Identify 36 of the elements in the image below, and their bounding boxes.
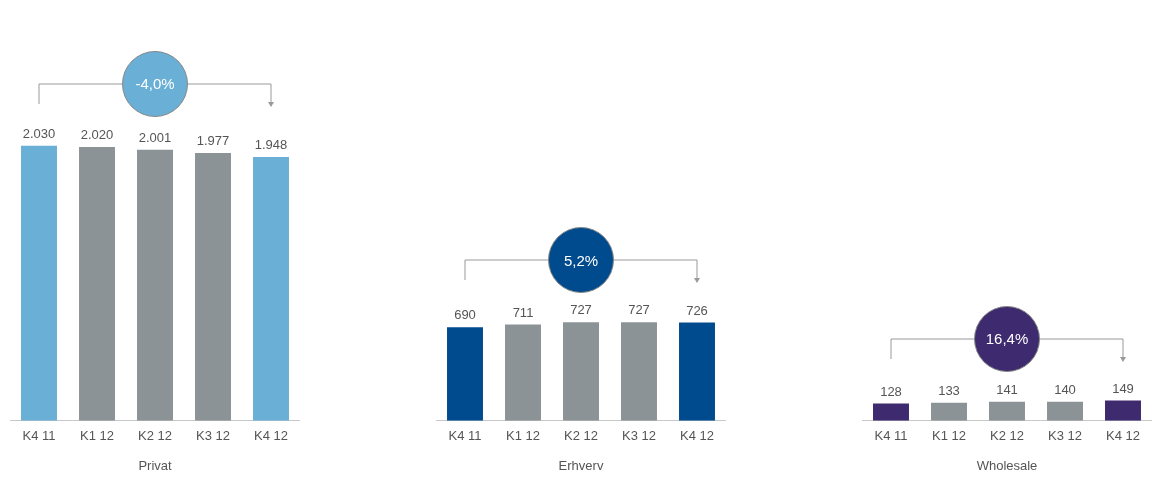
x-tick-label: K4 12 bbox=[254, 428, 288, 444]
data-label: 2.030 bbox=[22, 125, 56, 141]
data-label: 726 bbox=[686, 302, 708, 318]
data-label: 1.948 bbox=[254, 136, 288, 152]
circle: 5,2% bbox=[548, 227, 614, 294]
x-tick-label: K4 12 bbox=[680, 428, 714, 444]
x-tick-label: K4 12 bbox=[1106, 428, 1140, 444]
data-label: 141 bbox=[996, 381, 1018, 397]
data-label: 140 bbox=[1054, 381, 1076, 397]
data-label: 727 bbox=[628, 302, 650, 318]
x-tick-label: K1 12 bbox=[932, 428, 966, 444]
x-tick-label: K3 12 bbox=[622, 428, 656, 444]
data-label: 1.977 bbox=[196, 133, 230, 149]
x-tick-label: K1 12 bbox=[80, 428, 114, 444]
x-tick-label: K4 11 bbox=[22, 428, 56, 444]
x-tick-label: K3 12 bbox=[1048, 428, 1082, 444]
data-label: 690 bbox=[454, 307, 476, 323]
data-label: 128 bbox=[880, 383, 902, 399]
data-label: 2.020 bbox=[80, 127, 114, 143]
data-label: 727 bbox=[570, 302, 592, 318]
x-axis-title: Privat bbox=[138, 457, 172, 473]
circle: 16,4% bbox=[974, 305, 1040, 372]
x-tick-label: K2 12 bbox=[138, 428, 172, 444]
data-label: 711 bbox=[512, 304, 534, 320]
x-tick-label: K2 12 bbox=[564, 428, 598, 444]
x-axis-title: Erhverv bbox=[558, 457, 604, 473]
x-tick-label: K4 11 bbox=[448, 428, 482, 444]
x-tick-label: K3 12 bbox=[196, 428, 230, 444]
data-label: 133 bbox=[938, 382, 960, 398]
x-tick-label: K4 11 bbox=[874, 428, 908, 444]
x-tick-label: K1 12 bbox=[506, 428, 540, 444]
data-label: 2.001 bbox=[138, 129, 172, 145]
data-label: 149 bbox=[1112, 380, 1134, 396]
x-tick-label: K2 12 bbox=[990, 428, 1024, 444]
circle: -4,0% bbox=[122, 50, 188, 117]
x-axis-title: Wholesale bbox=[976, 457, 1038, 473]
